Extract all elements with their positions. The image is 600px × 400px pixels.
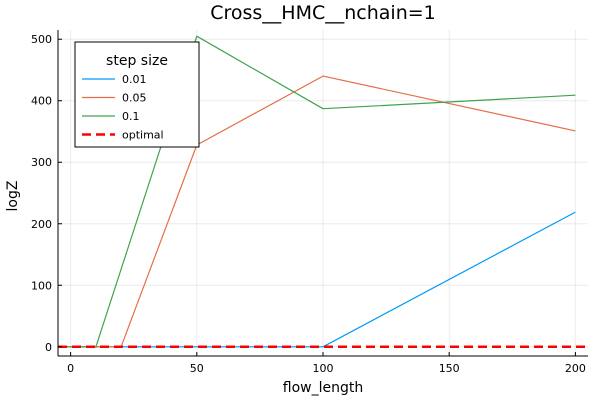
legend-title: step size — [106, 53, 168, 69]
x-tick-label: 0 — [67, 362, 74, 375]
legend-entry-label: optimal — [122, 129, 164, 142]
y-tick-label: 100 — [31, 279, 52, 292]
y-tick-label: 200 — [31, 218, 52, 231]
y-axis-label: logZ — [5, 181, 21, 212]
legend-entry-label: 0.05 — [122, 92, 147, 105]
y-tick-label: 400 — [31, 95, 52, 108]
x-tick-label: 50 — [190, 362, 204, 375]
y-tick-label: 0 — [45, 341, 52, 354]
legend-entry-label: 0.1 — [122, 110, 140, 123]
y-tick-label: 500 — [31, 33, 52, 46]
legend: step size 0.01 0.05 0.1 optimal — [74, 41, 200, 148]
legend-box — [74, 41, 200, 148]
y-tick-label: 300 — [31, 156, 52, 169]
series-line-0-1 — [58, 35, 576, 348]
legend-entries: 0.01 0.05 0.1 optimal — [82, 73, 164, 142]
x-axis-label: flow_length — [283, 380, 363, 396]
x-tick-label: 200 — [565, 362, 586, 375]
chart-title: Cross__HMC__nchain=1 — [210, 2, 436, 24]
x-tick-label: 150 — [439, 362, 460, 375]
legend-entry-label: 0.01 — [122, 73, 147, 86]
series-line-0-01 — [58, 211, 576, 348]
plot-frame — [57, 30, 588, 357]
tick-labels: 0 50 100 150 200 0 100 200 300 400 500 — [31, 33, 586, 375]
x-tick-label: 100 — [313, 362, 334, 375]
